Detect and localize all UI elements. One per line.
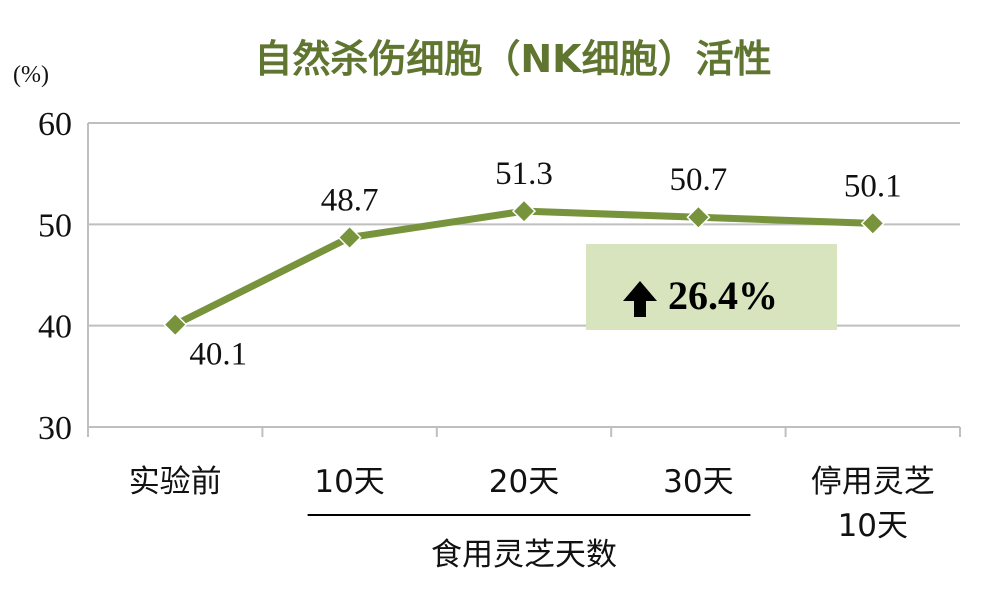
data-point-marker <box>511 199 537 224</box>
annotation-text: 26.4% <box>668 273 778 318</box>
y-axis-unit: (%) <box>13 62 49 88</box>
data-label: 48.7 <box>321 183 379 219</box>
chart-title: 自然杀伤细胞（NK细胞）活性 <box>254 37 771 81</box>
data-point-marker <box>337 225 362 250</box>
series-line-group: 40.1 48.7 51.3 50.7 50.1 <box>163 156 902 373</box>
x-category-label: 10天 <box>314 464 384 500</box>
annotation-box: 26.4% <box>586 244 837 330</box>
data-point-marker <box>686 205 711 230</box>
annotation-background <box>586 244 837 330</box>
y-tick-label: 30 <box>38 410 72 447</box>
y-tick-label: 40 <box>38 309 72 346</box>
x-category-label: 实验前 <box>129 464 222 500</box>
group-label: 食用灵芝天数 <box>431 537 617 573</box>
data-label: 51.3 <box>495 156 553 192</box>
data-point-marker <box>163 312 188 337</box>
x-category-label: 30天 <box>663 464 733 500</box>
data-point-marker <box>860 211 885 236</box>
x-category-label: 20天 <box>489 464 559 500</box>
x-category-label: 停用灵芝 10天 <box>811 464 935 544</box>
y-tick-label: 50 <box>38 207 72 244</box>
y-tick-label: 60 <box>38 106 72 143</box>
x-axis-categories: 实验前 10天 20天 30天 停用灵芝 10天 <box>129 464 935 544</box>
data-label: 50.7 <box>670 162 728 198</box>
up-arrow-icon <box>623 281 657 317</box>
y-axis-ticks: 30 40 50 60 <box>38 106 72 447</box>
axes <box>87 123 961 437</box>
data-label: 50.1 <box>844 168 902 204</box>
data-label: 40.1 <box>189 337 247 373</box>
